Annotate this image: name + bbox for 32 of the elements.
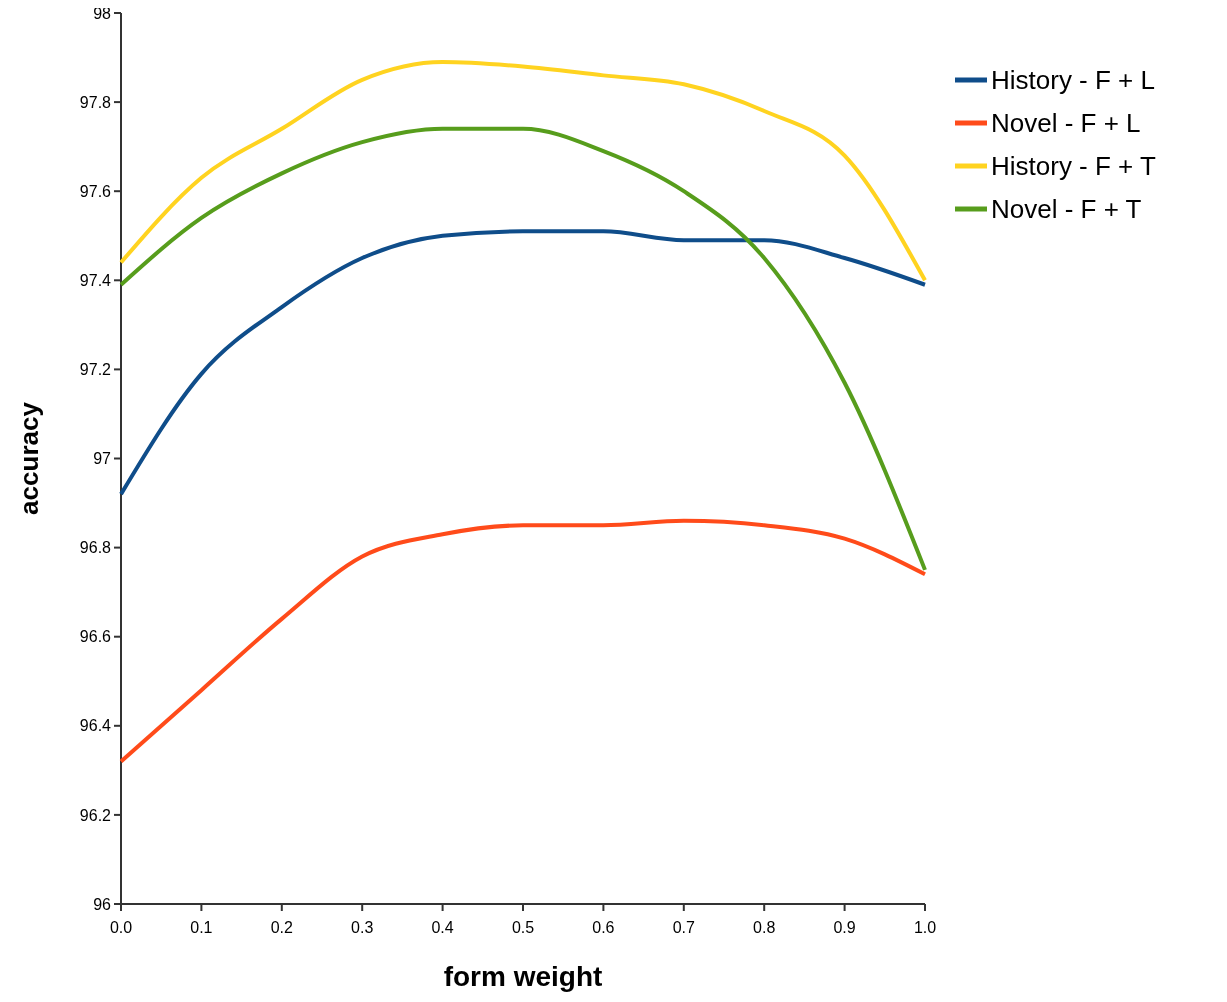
x-tick-label: 0.0 [109,919,133,936]
line-series [119,126,927,572]
y-axis-title: accuracy [14,401,44,515]
y-tick-label: 96.8 [79,539,112,557]
y-tick-label: 97.6 [79,182,112,200]
x-tick-label: 0.9 [833,919,856,936]
x-tick-label: 0.1 [190,919,213,936]
y-tick-label: 97.4 [79,271,112,289]
y-tick-label: 96.2 [79,806,112,824]
legend-label: Novel - F + T [991,194,1142,225]
x-tick-label: 0.5 [511,919,535,936]
y-tick-label: 97 [93,450,112,468]
y-tick-label: 96.6 [79,628,112,646]
x-axis-title: form weight [443,961,603,992]
line-series [119,229,927,497]
legend-label: History - F + L [991,65,1155,96]
line-series [119,518,927,764]
x-tick-label: 0.3 [351,919,374,936]
x-tick-label: 1.0 [913,919,937,936]
x-tick-label: 0.2 [270,919,294,936]
x-tick-label: 0.7 [672,919,696,936]
line-series [119,60,927,283]
y-tick-label: 96 [93,895,112,913]
x-tick-label: 0.8 [753,919,776,936]
y-tick-label: 96.4 [79,717,112,735]
legend-label: Novel - F + L [991,108,1141,139]
x-tick-label: 0.4 [431,919,454,936]
y-tick-label: 97.8 [79,93,112,111]
legend-label: History - F + T [991,151,1157,182]
x-tick-label: 0.6 [592,919,615,936]
y-tick-label: 98 [93,4,112,22]
y-tick-label: 97.2 [79,361,112,378]
